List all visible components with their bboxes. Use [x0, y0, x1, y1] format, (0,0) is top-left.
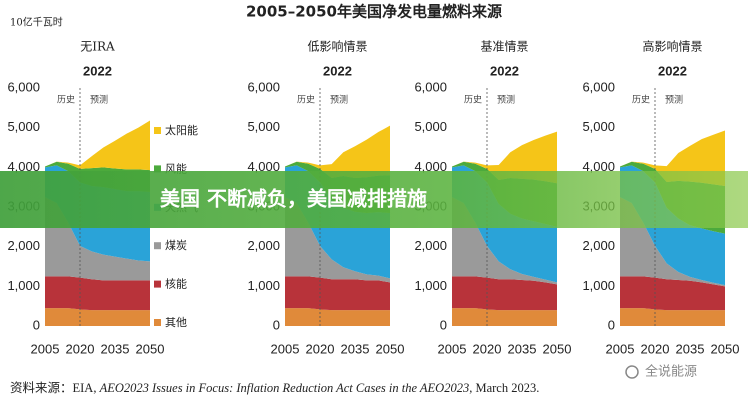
panel-title: 低影响情景: [307, 39, 367, 54]
y-tick-label: 2,000: [414, 238, 447, 253]
unit: 10亿千瓦时: [10, 16, 63, 29]
y-tick-label: 0: [33, 317, 40, 332]
y-tick-label: 4,000: [414, 159, 447, 174]
y-tick-label: 6,000: [582, 79, 615, 94]
panel-title: 基准情景: [480, 40, 528, 54]
legend-label: 煤炭: [165, 239, 187, 252]
area: [620, 197, 725, 287]
panel-subtitle: 2022: [323, 63, 352, 78]
annotation: 预测: [497, 95, 515, 106]
legend-swatch: [154, 242, 161, 250]
x-tick-label: 2020: [306, 341, 335, 356]
y-tick-label: 0: [440, 317, 447, 332]
legend-swatch: [154, 319, 161, 326]
y-tick-label: 1,000: [7, 278, 40, 293]
x-tick-label: 2020: [66, 341, 95, 356]
area: [285, 125, 390, 179]
area: [620, 276, 725, 311]
x-tick-label: 2035: [508, 341, 537, 356]
area: [45, 197, 150, 281]
title: 2005–2050年美国净发电量燃料来源: [246, 3, 502, 21]
x-tick-label: 2005: [606, 341, 635, 356]
x-tick-label: 2035: [676, 341, 705, 356]
panel-title: 高影响情景: [642, 39, 702, 54]
area: [452, 197, 557, 285]
area: [452, 276, 557, 311]
area: [45, 276, 150, 311]
annotation: 预测: [330, 95, 348, 106]
y-tick-label: 4,000: [582, 159, 615, 174]
panel-subtitle: 2022: [658, 63, 687, 78]
watermark: 全说能源: [625, 364, 697, 380]
area: [285, 197, 390, 283]
y-tick-label: 6,000: [7, 79, 40, 94]
x-tick-label: 2020: [473, 341, 502, 356]
source: 资料来源：EIA, AEO2023 Issues in Focus: Infla…: [10, 381, 539, 395]
x-tick-label: 2050: [136, 341, 165, 356]
annotation: 历史: [57, 94, 75, 106]
legend-swatch: [154, 280, 161, 288]
area: [452, 308, 557, 326]
area: [620, 308, 725, 326]
source-prefix: 资料来源：EIA,: [10, 381, 100, 395]
y-tick-label: 2,000: [582, 238, 615, 253]
legend-label: 核能: [165, 277, 187, 291]
panel-title: 无IRA: [80, 40, 115, 54]
area: [285, 276, 390, 311]
y-tick-label: 5,000: [7, 119, 40, 134]
annotation: 历史: [297, 94, 315, 106]
x-tick-label: 2050: [711, 341, 740, 356]
x-tick-label: 2005: [438, 341, 467, 356]
y-tick-label: 6,000: [414, 79, 447, 94]
x-tick-label: 2035: [341, 341, 370, 356]
banner-bg: [0, 171, 748, 228]
banner-text: 美国 不断减负，美国减排措施: [160, 187, 427, 211]
area: [45, 308, 150, 326]
y-tick-label: 2,000: [7, 238, 40, 253]
legend-label: 太阳能: [165, 123, 198, 137]
y-tick-label: 4,000: [247, 159, 280, 174]
y-tick-label: 2,000: [247, 238, 280, 253]
area: [45, 120, 150, 171]
legend-swatch: [154, 127, 161, 134]
panel-subtitle: 2022: [490, 63, 519, 78]
y-tick-label: 1,000: [247, 278, 280, 293]
watermark-icon: [625, 365, 639, 379]
x-tick-label: 2020: [641, 341, 670, 356]
y-tick-label: 1,000: [414, 278, 447, 293]
x-tick-label: 2005: [271, 341, 300, 356]
y-tick-label: 5,000: [582, 119, 615, 134]
annotation: 预测: [90, 95, 108, 106]
x-tick-label: 2050: [543, 341, 572, 356]
watermark-text: 全说能源: [645, 364, 697, 380]
annotation: 历史: [464, 94, 482, 106]
area: [452, 131, 557, 184]
y-tick-label: 5,000: [414, 119, 447, 134]
area: [285, 308, 390, 326]
legend-label: 其他: [165, 316, 187, 329]
panel-subtitle: 2022: [83, 63, 112, 78]
x-tick-label: 2035: [101, 341, 130, 356]
y-tick-label: 1,000: [582, 278, 615, 293]
y-tick-label: 5,000: [247, 119, 280, 134]
legend-swatch: [154, 165, 161, 173]
y-tick-label: 0: [608, 317, 615, 332]
source-suffix: , March 2023.: [469, 381, 539, 395]
y-tick-label: 6,000: [247, 79, 280, 94]
source-italic: AEO2023 Issues in Focus: Inflation Reduc…: [99, 381, 470, 395]
annotation: 预测: [665, 95, 683, 106]
x-tick-label: 2050: [376, 341, 405, 356]
y-tick-label: 0: [273, 317, 280, 332]
x-tick-label: 2005: [31, 341, 60, 356]
annotation: 历史: [632, 94, 650, 106]
y-tick-label: 4,000: [7, 159, 40, 174]
